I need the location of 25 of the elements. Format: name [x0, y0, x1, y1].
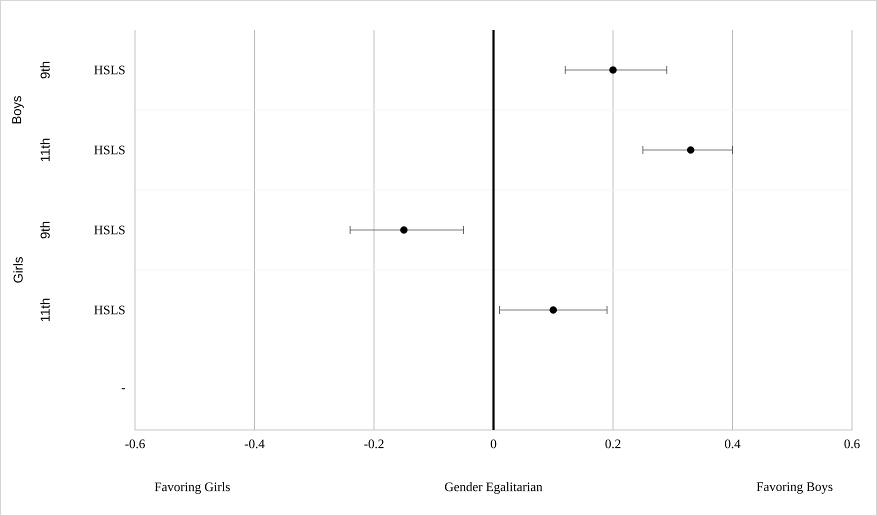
- text: Boys: [12, 96, 24, 124]
- point: [550, 306, 557, 314]
- x-tick-label: 0.2: [605, 440, 620, 448]
- text: 9th: [40, 222, 50, 238]
- text: Girls: [13, 257, 23, 283]
- x-tick-label: 0.6: [844, 440, 860, 448]
- x-tick-label: 0: [490, 440, 496, 448]
- text: 11th: [40, 298, 50, 322]
- text: Favoring Girls: [154, 482, 230, 494]
- text: 11th: [40, 138, 50, 162]
- point: [686, 146, 694, 154]
- point: [400, 226, 408, 234]
- x-tick-label: -0.4: [244, 440, 265, 448]
- text: Favoring Boys: [756, 482, 832, 494]
- point: [609, 66, 617, 74]
- y-tick-label: HSLS: [94, 66, 125, 74]
- y-tick-label: HSLS: [94, 146, 125, 154]
- y-tick-label: HSLS: [94, 306, 125, 314]
- x-tick-label: -0.2: [364, 440, 384, 448]
- y-tick-label: HSLS: [94, 226, 125, 234]
- x-tick-label: 0.4: [724, 440, 740, 448]
- text: Gender Egalitarian: [444, 482, 542, 494]
- text: 9th: [40, 62, 50, 78]
- x-tick-label: -0.6: [125, 440, 145, 448]
- y-tick-label: -: [122, 388, 126, 390]
